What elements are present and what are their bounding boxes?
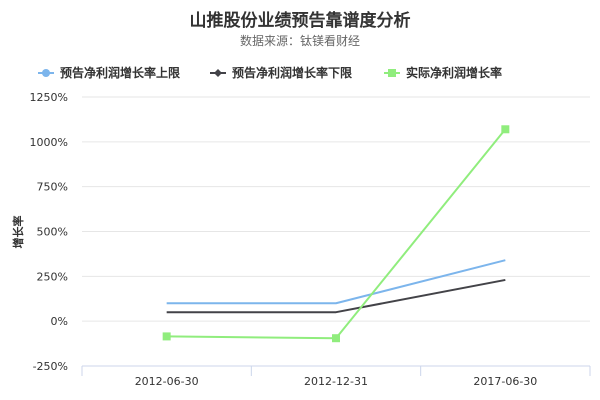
y-tick-label: 1000% [30,136,68,149]
y-axis-label: 增长率 [11,216,25,249]
series-2 [166,278,506,314]
legend-item[interactable]: 预告净利润增长率上限 [38,65,180,80]
chart-subtitle: 数据来源：钛镁看财经 [240,33,360,48]
legend-item[interactable]: 预告净利润增长率下限 [210,65,352,80]
x-tick-label: 2012-06-30 [135,375,199,388]
data-point[interactable] [332,334,340,343]
legend-marker[interactable] [42,69,50,77]
series-line [166,128,507,340]
legend-marker[interactable] [388,69,396,77]
legend-label: 实际净利润增长率 [406,65,502,80]
chart-title: 山推股份业绩预告靠谱度分析 [190,10,411,31]
legend-label: 预告净利润增长率上限 [60,65,180,80]
data-point[interactable] [162,332,171,341]
data-point[interactable] [501,125,510,134]
grid [82,96,590,367]
legend-marker[interactable] [214,69,222,77]
legend-label: 预告净利润增长率下限 [232,65,352,80]
series-3 [162,125,510,343]
series-layer [162,125,510,343]
y-tick-label: 1250% [30,91,68,104]
x-axis: 2012-06-30 2012-12-31 2017-06-30 [81,365,591,388]
y-tick-label: -250% [33,360,68,373]
legend[interactable]: 预告净利润增长率上限 预告净利润增长率下限 实际净利润增长率 [38,65,502,80]
series-line [166,278,506,314]
x-tick-label: 2017-06-30 [473,375,537,388]
y-tick-label: 0% [51,315,68,328]
y-axis: -250% 0% 250% 500% 750% 1000% 1250% [30,91,68,373]
y-tick-label: 250% [37,270,68,283]
series-1 [166,259,506,305]
x-tick-label: 2012-12-31 [304,375,368,388]
series-line [166,259,506,305]
y-tick-label: 750% [37,181,68,194]
legend-item[interactable]: 实际净利润增长率 [384,65,502,80]
y-tick-label: 500% [37,226,68,239]
